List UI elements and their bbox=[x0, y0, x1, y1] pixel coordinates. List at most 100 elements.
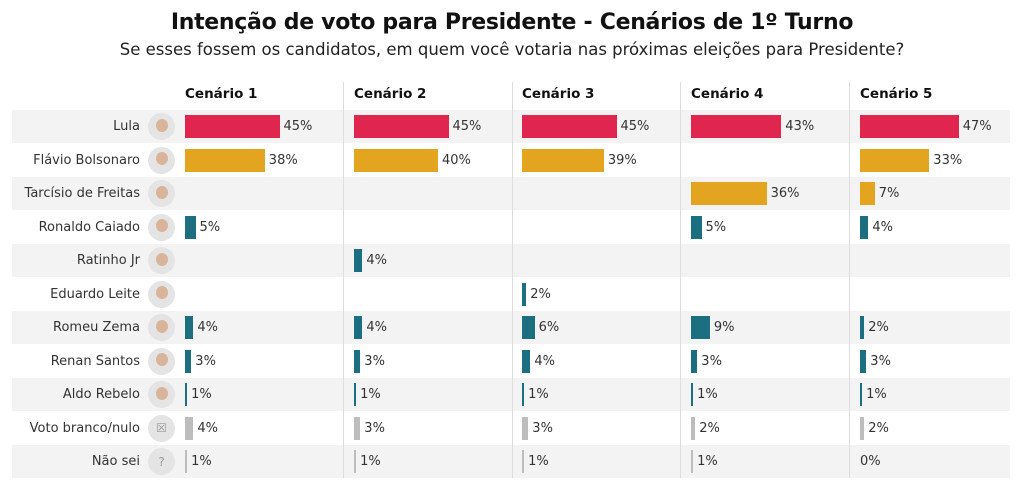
bar-3-6 bbox=[691, 316, 710, 339]
bar-2-8 bbox=[522, 383, 525, 406]
data-label: 6% bbox=[538, 320, 560, 335]
table-row: Renan Santos bbox=[12, 345, 1010, 378]
bar-4-8 bbox=[860, 383, 863, 406]
data-label: 2% bbox=[699, 420, 720, 436]
avatar-head bbox=[155, 386, 168, 400]
bar-4-7 bbox=[860, 349, 867, 373]
category-label: Eduardo Leite bbox=[50, 286, 140, 302]
data-label: 33% bbox=[933, 152, 963, 168]
bar-1-0 bbox=[354, 115, 449, 138]
table-row: Voto branco/nulo ☒ bbox=[12, 412, 1010, 445]
data-label: 1% bbox=[866, 387, 887, 402]
bar-2-1 bbox=[522, 148, 604, 172]
category-label: Voto branco/nulo bbox=[29, 420, 140, 436]
table-row: Eduardo Leite bbox=[12, 278, 1010, 311]
column-divider bbox=[849, 82, 850, 478]
avatar-head bbox=[155, 252, 168, 266]
data-label: 43% bbox=[785, 119, 815, 134]
data-label: 4% bbox=[366, 253, 388, 268]
category-label: Não sei bbox=[91, 454, 140, 469]
data-label: 1% bbox=[697, 387, 718, 402]
bar-0-8 bbox=[185, 383, 188, 406]
table-row: Não sei? bbox=[12, 445, 1010, 478]
candidate-avatar bbox=[148, 146, 175, 174]
bar-1-7 bbox=[354, 349, 361, 373]
category-label: Renan Santos bbox=[50, 353, 140, 369]
bar-3-8 bbox=[691, 383, 694, 406]
data-label: 5% bbox=[199, 219, 221, 235]
bar-1-6 bbox=[354, 316, 363, 339]
bar-3-0 bbox=[691, 115, 782, 138]
scenario-header: Cenário 2 bbox=[354, 86, 427, 102]
bar-3-2 bbox=[691, 182, 767, 205]
bar-0-7 bbox=[185, 349, 192, 373]
data-label: 40% bbox=[442, 152, 471, 168]
avatar-head bbox=[155, 219, 168, 232]
candidate-avatar bbox=[148, 180, 175, 207]
avatar-head bbox=[155, 152, 168, 165]
bar-0-3 bbox=[185, 215, 196, 239]
category-label: Aldo Rebelo bbox=[62, 387, 140, 402]
avatar-head bbox=[155, 319, 168, 333]
data-label: 4% bbox=[197, 420, 219, 436]
column-divider bbox=[343, 82, 344, 478]
avatar-head bbox=[155, 185, 168, 199]
data-label: 1% bbox=[528, 454, 549, 469]
data-label: 5% bbox=[705, 219, 727, 235]
category-label: Ratinho Jr bbox=[76, 253, 140, 268]
bar-1-10 bbox=[354, 450, 357, 473]
data-label: 1% bbox=[697, 454, 718, 469]
bar-0-1 bbox=[185, 148, 265, 172]
candidate-avatar bbox=[148, 247, 175, 274]
candidate-avatar bbox=[148, 314, 175, 341]
table-row: Flávio Bolsonaro bbox=[12, 144, 1010, 177]
data-label: 7% bbox=[878, 186, 900, 201]
scenario-header: Cenário 1 bbox=[185, 86, 258, 102]
question-box-icon: ? bbox=[148, 448, 175, 475]
data-label: 3% bbox=[870, 353, 891, 369]
bar-1-1 bbox=[354, 148, 438, 172]
data-label: 1% bbox=[191, 454, 212, 469]
bar-3-3 bbox=[691, 215, 702, 239]
x-box-icon: ☒ bbox=[148, 414, 175, 442]
data-label: 36% bbox=[770, 186, 800, 201]
category-label: Ronaldo Caiado bbox=[38, 219, 140, 235]
bar-3-9 bbox=[691, 416, 696, 440]
bar-0-0 bbox=[185, 115, 280, 138]
table-row: Ratinho Jr bbox=[12, 244, 1010, 277]
data-label: 1% bbox=[191, 387, 212, 402]
data-label: 1% bbox=[360, 454, 381, 469]
table-row: Aldo Rebelo bbox=[12, 378, 1010, 411]
category-label: Flávio Bolsonaro bbox=[33, 152, 140, 168]
chart-subtitle: Se esses fossem os candidatos, em quem v… bbox=[119, 40, 905, 59]
bar-4-9 bbox=[860, 416, 865, 440]
data-label: 0% bbox=[860, 454, 881, 469]
bar-2-7 bbox=[522, 349, 531, 373]
bar-2-6 bbox=[522, 316, 535, 339]
data-label: 45% bbox=[283, 119, 313, 134]
scenario-header: Cenário 4 bbox=[691, 86, 764, 102]
bar-4-0 bbox=[860, 115, 959, 138]
bar-2-0 bbox=[522, 115, 617, 138]
bar-0-9 bbox=[185, 416, 194, 440]
table-row: Lula bbox=[12, 110, 1010, 143]
category-label: Tarcísio de Freitas bbox=[24, 186, 140, 201]
category-label: Lula bbox=[113, 119, 140, 134]
bar-2-10 bbox=[522, 450, 525, 473]
data-label: 3% bbox=[195, 353, 216, 369]
bar-1-8 bbox=[354, 383, 357, 406]
column-divider bbox=[680, 82, 681, 478]
table-row: Ronaldo Caiado bbox=[12, 211, 1010, 244]
category-label: Romeu Zema bbox=[53, 320, 140, 335]
candidate-avatar bbox=[148, 280, 175, 308]
bar-2-9 bbox=[522, 416, 529, 440]
avatar-head bbox=[155, 353, 168, 366]
bar-1-9 bbox=[354, 416, 361, 440]
data-label: 4% bbox=[872, 219, 894, 235]
data-label: 4% bbox=[197, 320, 219, 335]
scenario-header: Cenário 3 bbox=[522, 86, 595, 102]
data-label: 1% bbox=[360, 387, 381, 402]
bar-3-7 bbox=[691, 349, 698, 373]
scenario-header: Cenário 5 bbox=[860, 86, 933, 102]
data-label: 2% bbox=[868, 320, 889, 335]
